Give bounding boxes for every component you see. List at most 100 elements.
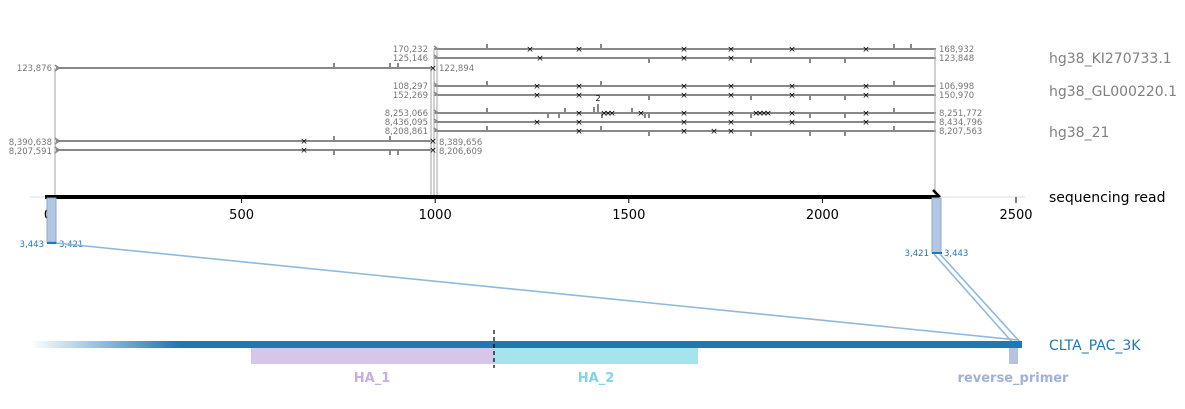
ha2-label: HA_2 — [578, 371, 615, 386]
coord-r1-start: 170,232 — [393, 45, 428, 55]
coord-l1-end: 8,389,656 — [439, 138, 482, 148]
coord-l1-start: 8,390,638 — [9, 138, 52, 148]
ha2-feature — [494, 346, 698, 364]
axis-tick-label: 2000 — [806, 208, 839, 223]
svg-text:×: × — [788, 82, 796, 92]
coord-r4-end: 150,970 — [939, 91, 974, 101]
right-blue-coord-a: 3,421 — [905, 249, 929, 259]
svg-text:×: × — [300, 146, 308, 156]
coordinate-labels: 170,232 125,146 108,297 152,269 8,253,06… — [9, 45, 983, 157]
row-hooks — [54, 45, 439, 154]
svg-text:×: × — [429, 64, 437, 74]
svg-text:×: × — [727, 45, 735, 55]
svg-text:×: × — [575, 118, 583, 128]
coord-l2-end: 8,206,609 — [439, 147, 482, 157]
svg-text:×: × — [862, 91, 870, 101]
alignment-rows-left — [56, 67, 432, 151]
label-chr21: hg38_21 — [1049, 125, 1109, 141]
ha1-label: HA_1 — [354, 371, 391, 386]
coord-r2-end: 123,848 — [939, 54, 974, 64]
svg-text:×: × — [760, 109, 768, 119]
svg-text:×: × — [752, 109, 760, 119]
svg-text:×: × — [680, 45, 688, 55]
coord-r3-start: 108,297 — [393, 82, 428, 92]
svg-text:×: × — [680, 118, 688, 128]
svg-text:×: × — [727, 127, 735, 137]
right-match-box — [931, 197, 942, 254]
axis-tick-label: 2500 — [999, 208, 1032, 223]
svg-text:×: × — [533, 82, 541, 92]
svg-text:×: × — [575, 45, 583, 55]
svg-text:×: × — [429, 146, 437, 156]
coord-l2-start: 8,207,591 — [9, 147, 52, 157]
svg-text:×: × — [727, 82, 735, 92]
svg-text:×: × — [788, 118, 796, 128]
svg-text:×: × — [680, 109, 688, 119]
axis-tick-label: 1000 — [419, 208, 452, 223]
alignment-rows-right — [434, 48, 936, 132]
right-blue-coord-b: 3,443 — [944, 249, 968, 259]
svg-text:×: × — [536, 54, 544, 64]
coord-r7-start: 8,208,861 — [385, 127, 428, 137]
svg-text:×: × — [680, 54, 688, 64]
reverse-primer-feature — [1009, 346, 1018, 364]
ha1-feature — [251, 346, 494, 364]
svg-text:×: × — [637, 109, 645, 119]
svg-text:×: × — [862, 118, 870, 128]
svg-text:×: × — [727, 109, 735, 119]
mismatch-x-marks: × × × × × × × × × × × × × × × × × × × × × × ×× × × × × ×× … — [300, 45, 870, 156]
label-contig1: hg38_KI270733.1 — [1049, 51, 1172, 67]
coord-r7-end: 8,207,563 — [939, 127, 982, 137]
svg-text:×: × — [604, 109, 612, 119]
svg-text:×: × — [756, 109, 764, 119]
coord-r5-end: 8,251,772 — [939, 109, 982, 119]
marker-label: 2 — [595, 94, 600, 103]
svg-text:×: × — [575, 127, 583, 137]
label-read: sequencing read — [1049, 190, 1165, 206]
label-contig2: hg38_GL000220.1 — [1049, 84, 1177, 100]
svg-text:×: × — [788, 91, 796, 101]
coord-r1-end: 168,932 — [939, 45, 974, 55]
svg-text:×: × — [600, 109, 608, 119]
svg-text:×: × — [764, 109, 772, 119]
left-blue-coord-a: 3,443 — [20, 240, 44, 250]
target-sequence-bar — [30, 341, 1022, 348]
svg-text:×: × — [788, 109, 796, 119]
svg-text:×: × — [680, 91, 688, 101]
mismatch-ticks — [333, 44, 912, 155]
coord-r3-end: 106,998 — [939, 82, 974, 92]
svg-text:×: × — [575, 91, 583, 101]
svg-text:×: × — [862, 82, 870, 92]
coord-lk-end: 122,894 — [439, 64, 474, 74]
svg-text:×: × — [608, 109, 616, 119]
svg-text:×: × — [575, 82, 583, 92]
axis-tick-label: 1500 — [612, 208, 645, 223]
reverse-primer-label: reverse_primer — [958, 371, 1070, 386]
svg-text:×: × — [710, 127, 718, 137]
svg-text:×: × — [788, 45, 796, 55]
coord-r5-start: 8,253,066 — [385, 109, 428, 119]
svg-text:×: × — [680, 127, 688, 137]
svg-text:×: × — [680, 82, 688, 92]
label-target: CLTA_PAC_3K — [1049, 338, 1141, 354]
coord-r2-start: 125,146 — [393, 54, 428, 64]
coord-r6-start: 8,436,095 — [385, 118, 428, 128]
coord-r4-start: 152,269 — [393, 91, 428, 101]
svg-text:×: × — [862, 45, 870, 55]
right-connector-a — [933, 253, 1013, 343]
axis-ticks: 05001000150020002500 — [44, 197, 1033, 223]
svg-text:×: × — [429, 137, 437, 147]
svg-text:×: × — [526, 45, 534, 55]
svg-text:×: × — [575, 109, 583, 119]
svg-text:×: × — [727, 54, 735, 64]
svg-text:×: × — [727, 91, 735, 101]
svg-text:×: × — [862, 109, 870, 119]
svg-text:×: × — [727, 118, 735, 128]
svg-text:×: × — [533, 118, 541, 128]
right-connector-b — [939, 253, 1021, 343]
axis-tick-label: 500 — [229, 208, 254, 223]
coord-r6-end: 8,434,796 — [939, 118, 982, 128]
svg-text:×: × — [300, 137, 308, 147]
coord-top-left: 123,876 — [17, 64, 52, 74]
